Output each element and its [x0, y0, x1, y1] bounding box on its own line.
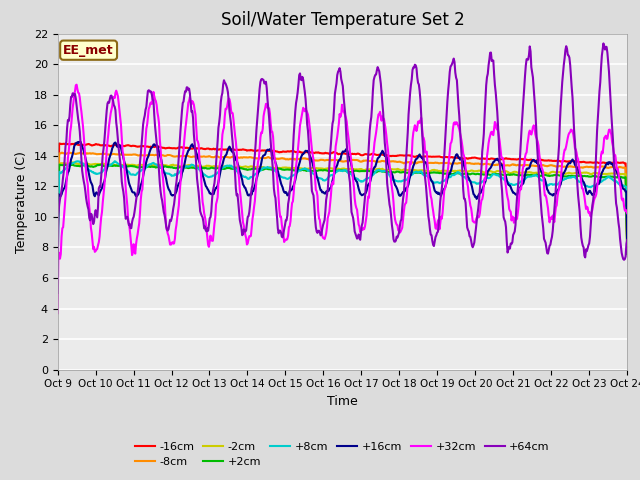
-16cm [55, 141, 63, 146]
-16cm [429, 154, 437, 159]
+32cm [211, 215, 219, 221]
+16cm [413, 156, 420, 162]
+8cm [623, 230, 631, 236]
Line: +16cm: +16cm [58, 142, 627, 252]
+2cm [61, 162, 68, 168]
-16cm [413, 154, 420, 159]
Line: +64cm: +64cm [58, 43, 627, 293]
-16cm [623, 243, 631, 249]
+2cm [211, 166, 219, 171]
+2cm [429, 169, 437, 175]
+8cm [64, 163, 72, 168]
+8cm [124, 168, 131, 174]
-8cm [429, 160, 437, 166]
+32cm [73, 82, 81, 87]
-2cm [623, 250, 631, 255]
-16cm [181, 145, 189, 151]
X-axis label: Time: Time [327, 395, 358, 408]
+32cm [181, 128, 189, 133]
+64cm [412, 62, 419, 68]
+16cm [54, 249, 61, 255]
+16cm [623, 248, 631, 254]
Line: +32cm: +32cm [58, 84, 627, 313]
-8cm [124, 152, 131, 158]
+8cm [74, 158, 81, 164]
Line: -8cm: -8cm [58, 153, 627, 249]
+64cm [64, 117, 72, 123]
-8cm [65, 150, 72, 156]
+64cm [211, 180, 218, 186]
+8cm [181, 164, 189, 170]
-2cm [181, 163, 189, 168]
-2cm [69, 159, 77, 165]
-16cm [65, 141, 72, 147]
+64cm [600, 40, 607, 46]
+64cm [180, 93, 188, 98]
+32cm [623, 210, 631, 216]
+16cm [124, 171, 131, 177]
-2cm [211, 163, 219, 169]
-16cm [54, 231, 61, 237]
+32cm [64, 156, 72, 161]
-8cm [181, 153, 189, 159]
Line: +2cm: +2cm [58, 165, 627, 254]
+2cm [65, 163, 72, 168]
+16cm [429, 180, 437, 186]
-2cm [429, 167, 437, 173]
+64cm [54, 290, 61, 296]
-8cm [211, 154, 219, 159]
Legend: -16cm, -8cm, -2cm, +2cm, +8cm, +16cm, +32cm, +64cm: -16cm, -8cm, -2cm, +2cm, +8cm, +16cm, +3… [131, 437, 554, 471]
+32cm [124, 203, 131, 208]
+2cm [623, 251, 631, 257]
-2cm [64, 161, 72, 167]
Y-axis label: Temperature (C): Temperature (C) [15, 151, 28, 252]
+16cm [64, 169, 72, 175]
-2cm [124, 162, 131, 168]
+16cm [77, 139, 84, 145]
Line: +8cm: +8cm [58, 161, 627, 270]
-8cm [623, 246, 631, 252]
+32cm [413, 128, 420, 134]
-2cm [413, 168, 420, 173]
+32cm [429, 208, 437, 214]
+32cm [54, 311, 61, 316]
+2cm [54, 244, 61, 250]
+64cm [123, 214, 131, 220]
+2cm [413, 170, 420, 176]
+8cm [211, 171, 219, 177]
+64cm [428, 238, 436, 244]
-16cm [211, 146, 219, 152]
-8cm [58, 150, 65, 156]
-2cm [54, 244, 61, 250]
-8cm [54, 238, 61, 243]
+16cm [211, 187, 219, 192]
Title: Soil/Water Temperature Set 2: Soil/Water Temperature Set 2 [221, 11, 464, 29]
+8cm [54, 267, 61, 273]
+2cm [181, 165, 189, 170]
Line: -2cm: -2cm [58, 162, 627, 252]
-8cm [413, 160, 420, 166]
+2cm [124, 164, 131, 169]
+8cm [429, 179, 437, 185]
-16cm [124, 143, 131, 148]
Line: -16cm: -16cm [58, 144, 627, 246]
+64cm [623, 237, 631, 243]
+16cm [181, 158, 189, 164]
Text: EE_met: EE_met [63, 44, 114, 57]
+8cm [413, 168, 420, 174]
